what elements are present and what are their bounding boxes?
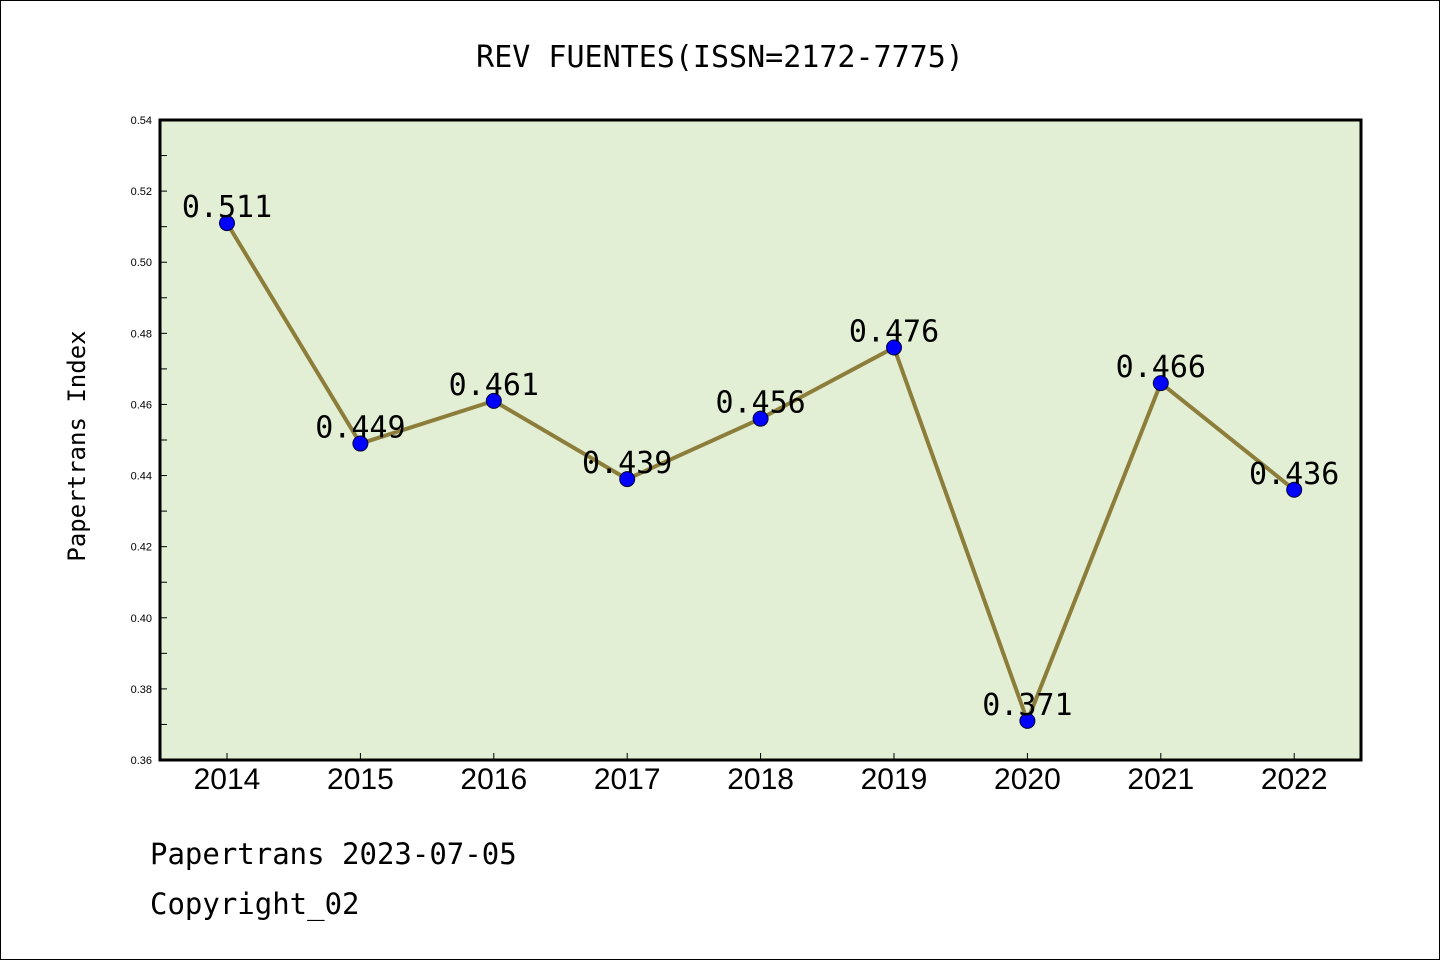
data-label: 0.511 — [182, 190, 272, 225]
x-tick-label: 2022 — [1261, 763, 1328, 796]
data-label: 0.461 — [449, 368, 539, 403]
data-label: 0.449 — [315, 411, 405, 446]
series-markers — [219, 215, 1303, 729]
x-axis: 2014 2015 2016 2017 2018 2019 2020 2021 2022 — [194, 753, 1328, 796]
data-point — [485, 392, 502, 409]
x-tick-label: 2020 — [994, 763, 1061, 796]
x-tick-label: 2019 — [861, 763, 928, 796]
y-tick-label: 0.46 — [131, 399, 152, 411]
data-point — [219, 215, 235, 232]
y-tick-label: 0.44 — [131, 471, 152, 483]
data-point — [1286, 481, 1303, 498]
data-label: 0.466 — [1116, 350, 1206, 385]
y-tick-label: 0.52 — [131, 186, 152, 198]
chart-title: REV FUENTES(ISSN=2172-7775) — [476, 40, 964, 75]
y-tick-label: 0.38 — [131, 684, 152, 696]
data-label: 0.456 — [715, 386, 805, 421]
data-point — [619, 471, 636, 488]
data-labels: 0.511 0.449 0.461 0.439 0.456 0.476 0.371 0.466… — [182, 190, 1340, 723]
y-tick-label: 0.54 — [131, 115, 152, 127]
footer-copyright: Copyright_02 — [150, 887, 360, 922]
data-point — [352, 435, 369, 452]
data-point — [752, 410, 769, 427]
y-tick-label: 0.40 — [131, 613, 152, 625]
x-tick-label: 2018 — [727, 763, 794, 796]
data-point — [886, 339, 902, 356]
data-point — [1019, 712, 1036, 729]
y-tick-label: 0.36 — [131, 755, 152, 767]
plot-border — [158, 118, 1363, 762]
x-tick-label: 2015 — [327, 763, 394, 796]
y-tick-label: 0.50 — [131, 257, 152, 269]
y-axis: 0.36 0.38 0.40 0.42 0.44 0.46 0.48 0.50 0.52 0.54 — [131, 115, 167, 767]
footer-date: Papertrans 2023-07-05 — [150, 837, 517, 871]
y-tick-label: 0.48 — [131, 328, 152, 340]
x-tick-label: 2014 — [194, 763, 261, 796]
data-label: 0.436 — [1249, 457, 1339, 492]
data-point — [1152, 375, 1169, 392]
data-label: 0.476 — [849, 315, 939, 350]
x-tick-label: 2016 — [460, 763, 527, 796]
y-tick-label: 0.42 — [131, 542, 152, 554]
x-tick-label: 2021 — [1127, 763, 1194, 796]
y-axis-label: Papertrans Index — [63, 330, 91, 561]
data-label: 0.371 — [982, 688, 1072, 723]
data-label: 0.439 — [582, 446, 672, 481]
x-tick-label: 2017 — [594, 763, 661, 796]
